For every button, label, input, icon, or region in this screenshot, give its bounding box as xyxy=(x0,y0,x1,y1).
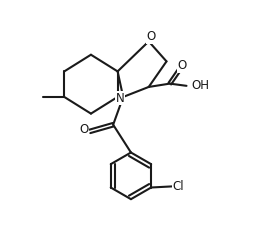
Text: N: N xyxy=(115,92,124,105)
Text: O: O xyxy=(80,123,89,136)
Text: O: O xyxy=(177,59,187,72)
Text: OH: OH xyxy=(191,79,209,92)
Text: Cl: Cl xyxy=(173,180,184,193)
Text: O: O xyxy=(146,30,156,43)
